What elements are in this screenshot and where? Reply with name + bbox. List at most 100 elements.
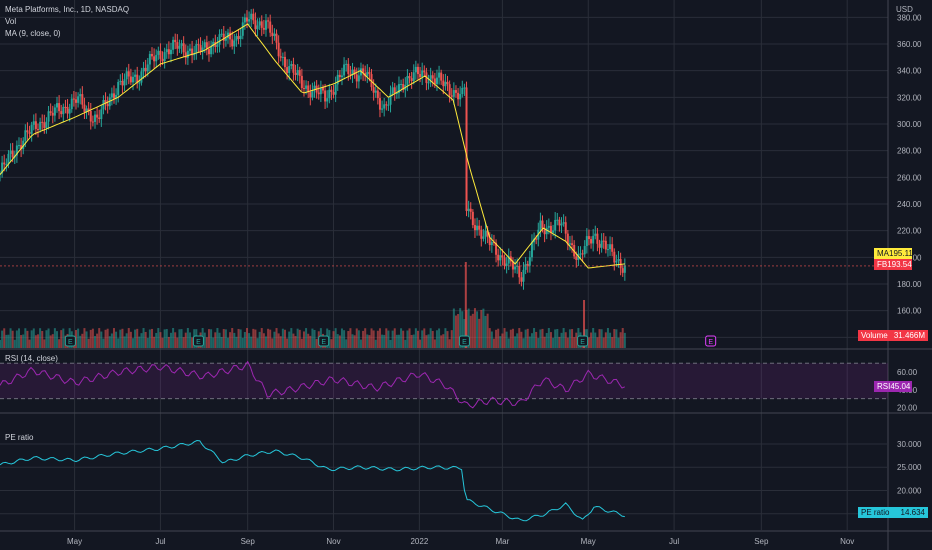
volume-bar [22,334,25,348]
volume-bar [123,336,126,348]
volume-bar [566,337,569,348]
candle-body [473,225,476,231]
volume-bar [617,337,620,348]
candle-body [294,72,297,76]
candle-body [336,74,339,85]
candle-body [490,241,493,246]
volume-bar [370,328,373,348]
candle-body [343,64,346,76]
rsi-badge-value: 45.04 [890,382,911,391]
rsi-line [0,360,625,409]
time-tick-label: Nov [326,537,340,546]
candle-body [617,259,620,261]
candle-body [262,27,265,30]
candle-body [429,75,432,83]
volume-bar [366,334,369,348]
fb-price-badge: FB 193.54 [874,259,912,270]
earnings-marker [318,335,330,347]
volume-bar [490,331,493,348]
candle-body [45,121,48,128]
candle-body [602,240,605,242]
volume-bar [169,332,172,348]
candle-body [568,243,571,245]
volume-bar [307,333,310,348]
candle-body [484,230,487,237]
volume-bar [191,337,194,348]
earnings-marker-letter: E [68,339,73,346]
volume-bar [522,338,525,348]
volume-bar [362,330,365,348]
candle-body [541,220,544,229]
pe-badge-key: PE ratio [861,508,890,517]
volume-bar [290,328,293,348]
volume-bar [60,330,63,348]
volume-bar [347,331,350,348]
candle-body [123,79,126,86]
candle-body [623,265,626,273]
volume-bar [186,328,189,348]
candle-body [590,239,593,244]
candle-body [556,219,559,221]
candle-body [28,132,31,134]
volume-bar [34,335,37,348]
pe-badge-value: 14.634 [900,508,925,517]
volume-bar [469,315,472,348]
volume-bar [83,328,86,348]
candle-body [267,20,270,22]
candle-body [412,72,415,82]
candle-body [305,85,308,89]
volume-bar [606,328,609,348]
volume-bar [505,331,508,348]
candle-body [39,121,42,130]
volume-badge-value: 31.466M [893,331,925,340]
candle-body [435,77,438,84]
candle-body [9,150,12,154]
rsi-indicator-label: RSI (14, close) [5,354,58,363]
candle-body [528,257,531,266]
volume-bar [461,311,464,348]
volume-bar [53,328,56,348]
candle-body [193,53,196,56]
candle-body [471,211,474,226]
volume-bar [125,333,128,348]
volume-bar [438,328,441,348]
pe-ratio-line [0,439,625,522]
candle-body [231,39,234,47]
volume-bar [598,329,601,348]
candle-body [495,242,498,255]
volume-bar [345,339,348,348]
candle-body [203,42,206,48]
candle-body [148,53,151,65]
candle-body [106,103,109,107]
candle-body [427,82,430,84]
candle-body [486,230,489,238]
candle-body [241,22,244,36]
candle-body [77,96,80,103]
volume-bar [412,334,415,348]
volume-bar [36,334,39,348]
volume-bar [478,318,481,348]
volume-bar [153,336,156,348]
candle-body [372,87,375,93]
candle-body [155,54,158,62]
volume-bar [547,328,550,348]
volume-bar [452,308,455,348]
fb-badge-value: 193.54 [887,260,912,269]
candle-body [516,265,519,267]
candle-body [112,93,115,99]
volume-bar [203,332,206,348]
candle-body [478,225,481,230]
candle-body [368,71,371,75]
volume-bar [89,329,92,348]
volume-bar [429,328,432,348]
volume-bar [41,330,44,348]
volume-bar [602,337,605,348]
candle-body [159,50,162,59]
volume-bar [96,333,99,348]
candle-body [311,90,314,98]
volume-bar [32,328,35,348]
volume-bar [450,330,453,348]
candle-body [446,81,449,85]
volume-bar [533,328,536,348]
candle-body [467,208,470,211]
